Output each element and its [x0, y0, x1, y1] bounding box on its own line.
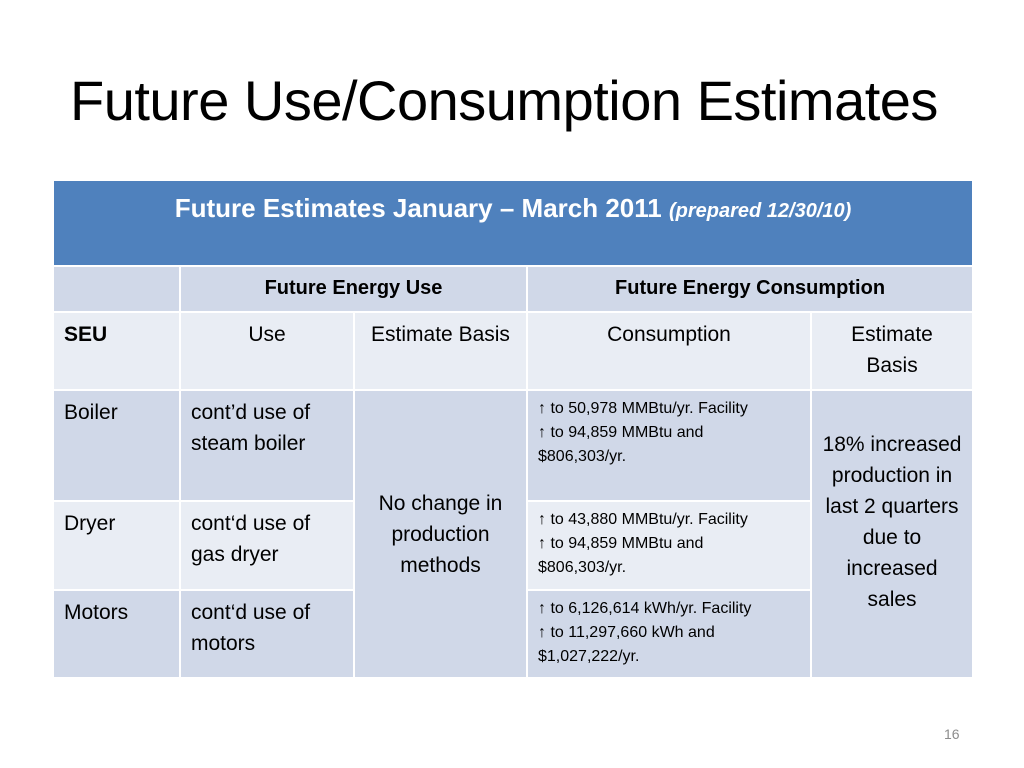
table-header: Future Estimates January – March 2011 (p…	[51, 179, 975, 267]
consumption-motors-line2: ↑ to 11,297,660 kWh and	[538, 624, 715, 641]
col-header-use: Use	[179, 311, 355, 391]
consumption-dryer: ↑ to 43,880 MMBtu/yr. Facility ↑ to 94,8…	[526, 500, 812, 591]
page-number: 16	[944, 726, 960, 742]
consumption-motors-line3: $1,027,222/yr.	[538, 648, 640, 665]
col-header-seu: SEU	[52, 311, 181, 391]
seu-motors: Motors	[52, 589, 181, 679]
slide-title: Future Use/Consumption Estimates	[70, 69, 938, 132]
group-future-energy-consumption: Future Energy Consumption	[525, 265, 975, 313]
table-row: Motors cont‘d use of motors ↑ to 6,126,6…	[52, 589, 973, 679]
table-header-main: Future Estimates January – March 2011	[174, 193, 662, 223]
consumption-boiler-line2: ↑ to 94,859 MMBtu and	[538, 424, 704, 441]
use-dryer: cont‘d use of gas dryer	[179, 500, 355, 591]
consumption-dryer-line1: ↑ to 43,880 MMBtu/yr. Facility	[538, 511, 748, 528]
table-row: Boiler cont’d use of steam boiler No cha…	[52, 389, 975, 679]
table-header-sub: (prepared 12/30/10)	[668, 200, 852, 222]
consumption-dryer-line3: $806,303/yr.	[538, 559, 627, 576]
col-header-consumption: Consumption	[526, 311, 812, 391]
group-future-energy-use: Future Energy Use	[179, 265, 528, 313]
consumption-boiler-line3: $806,303/yr.	[538, 448, 627, 465]
seu-dryer: Dryer	[52, 500, 181, 591]
consumption-motors-line1: ↑ to 6,126,614 kWh/yr. Facility	[538, 600, 752, 617]
consumption-boiler: ↑ to 50,978 MMBtu/yr. Facility ↑ to 94,8…	[526, 389, 812, 502]
consumption-dryer-line2: ↑ to 94,859 MMBtu and	[538, 535, 704, 552]
seu-boiler: Boiler	[52, 389, 181, 502]
use-estimate-basis: No change in production methods	[353, 389, 528, 679]
group-empty-cell	[52, 265, 181, 313]
use-motors: cont‘d use of motors	[179, 589, 355, 679]
col-header-estimate-basis-2: Estimate Basis	[809, 311, 975, 391]
col-header-estimate-basis: Estimate Basis	[353, 311, 528, 391]
estimates-table: Future Estimates January – March 2011 (p…	[51, 179, 975, 679]
consumption-estimate-basis: 18% increased production in last 2 quart…	[809, 389, 975, 679]
consumption-boiler-line1: ↑ to 50,978 MMBtu/yr. Facility	[538, 400, 748, 417]
use-boiler: cont’d use of steam boiler	[179, 389, 355, 502]
table-row: Dryer cont‘d use of gas dryer ↑ to 43,88…	[52, 500, 973, 591]
consumption-motors: ↑ to 6,126,614 kWh/yr. Facility ↑ to 11,…	[526, 589, 812, 679]
